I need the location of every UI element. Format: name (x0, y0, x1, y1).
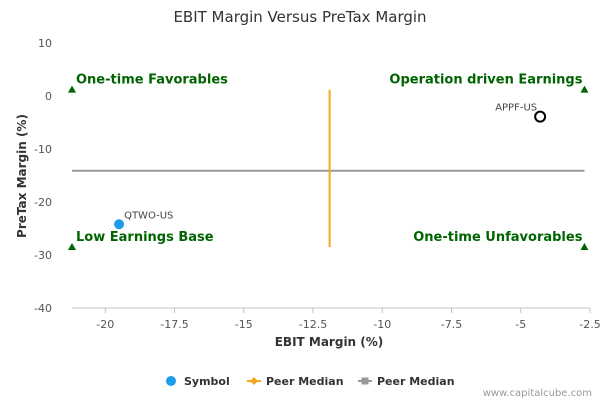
legend-label: Peer Median (377, 375, 455, 388)
data-point-label: APPF-US (495, 103, 537, 114)
quadrant-label: One-time Unfavorables (413, 230, 582, 245)
quadrant-marker (580, 243, 589, 251)
legend-label: Peer Median (266, 375, 344, 388)
x-tick-label: -10 (373, 318, 391, 331)
data-point (114, 219, 125, 230)
x-tick-label: -20 (96, 318, 114, 331)
y-axis-title: PreTax Margin (%) (15, 114, 29, 238)
chart-title: EBIT Margin Versus PreTax Margin (173, 8, 426, 26)
quadrant-marker (580, 85, 589, 93)
y-tick-label: -40 (34, 302, 52, 315)
quadrant-label: One-time Favorables (76, 73, 228, 88)
quadrant-marker (68, 243, 76, 251)
x-axis-title: EBIT Margin (%) (275, 335, 384, 349)
credit-text: www.capitalcube.com (483, 388, 592, 399)
legend-symbol-dot (166, 376, 176, 386)
legend: Symbol Peer Median Peer Median (166, 375, 455, 388)
y-tick-label: -20 (34, 196, 52, 209)
x-tick-label: -15 (235, 318, 253, 331)
x-tick-label: -12.5 (299, 318, 327, 331)
data-point (534, 110, 547, 123)
data-point-label: QTWO-US (124, 210, 173, 221)
plot-area: -20 -17.5 -15 -12.5 -10 -7.5 -5 -2.5 10 0 -10 -20 -3… (34, 37, 600, 331)
legend-square-marker (361, 377, 369, 385)
quadrant-label: Operation driven Earnings (389, 73, 582, 88)
y-tick-label: 10 (38, 37, 52, 50)
quadrant-label: Low Earnings Base (76, 230, 214, 245)
y-tick-label: 0 (45, 90, 52, 103)
x-tick-label: -2.5 (579, 318, 600, 331)
x-tick-label: -5 (515, 318, 526, 331)
quadrant-marker (68, 85, 76, 93)
y-tick-label: -10 (34, 143, 52, 156)
x-tick-label: -7.5 (441, 318, 462, 331)
legend-label: Symbol (184, 375, 230, 388)
x-tick-label: -17.5 (160, 318, 188, 331)
legend-diamond-marker (250, 377, 258, 385)
y-tick-label: -30 (34, 249, 52, 262)
